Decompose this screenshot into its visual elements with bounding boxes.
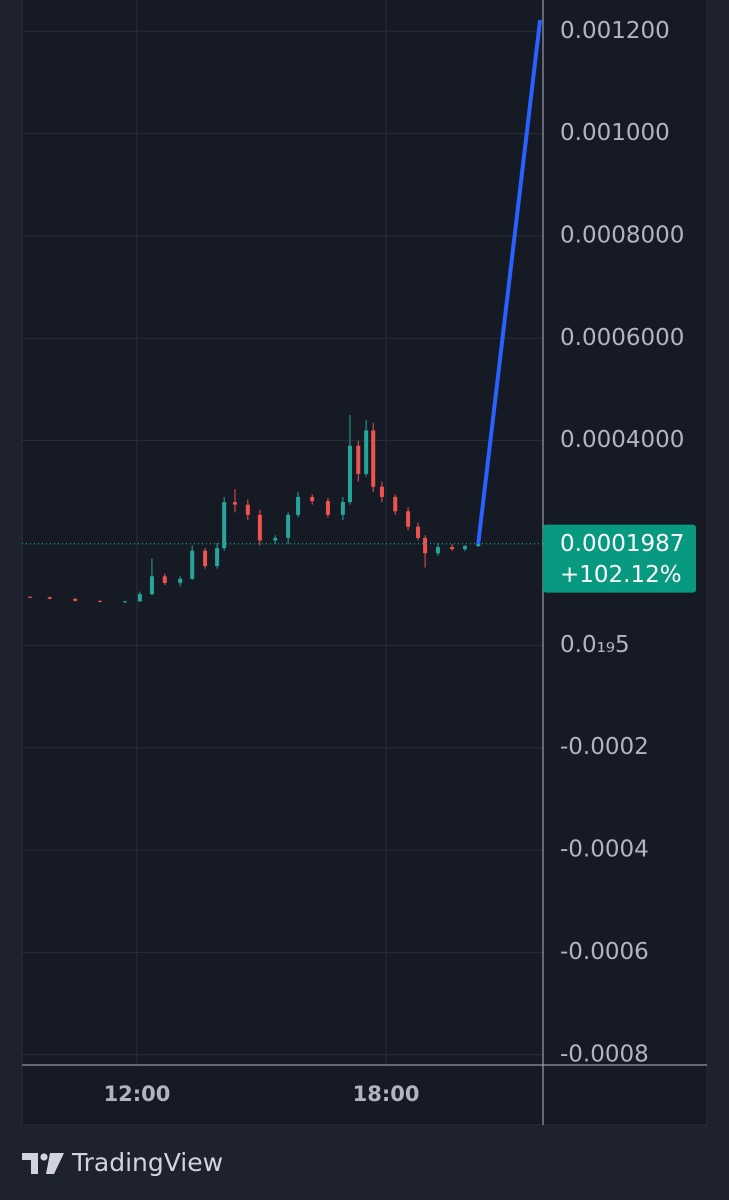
candle-body (27, 596, 32, 598)
candle-body (178, 578, 183, 583)
y-tick-label: 0.0006000 (560, 325, 684, 351)
change-label: +102.12% (560, 562, 682, 588)
candle-body (190, 550, 195, 579)
candle-body (379, 486, 384, 497)
y-tick-label: -0.0006 (560, 939, 649, 965)
y-tick-label: 0.001200 (560, 18, 670, 44)
candle-body (393, 496, 398, 512)
candle-body (406, 511, 411, 527)
candle-body (149, 576, 154, 595)
y-tick-label: 0.0₁₉5 (560, 632, 630, 658)
candle-body (296, 496, 301, 515)
candle-body (232, 502, 237, 505)
x-tick-label: 12:00 (104, 1082, 171, 1106)
brand-name: TradingView (71, 1148, 223, 1177)
logo-mark (22, 1153, 38, 1174)
candle-body (435, 547, 440, 554)
candle-body (416, 526, 421, 538)
candle-body (273, 537, 278, 541)
candle-body (203, 550, 208, 567)
price-label-box (543, 524, 696, 593)
candle-body (286, 514, 291, 538)
candle-body (73, 598, 78, 601)
candle-body (371, 430, 376, 487)
y-tick-label: 0.001000 (560, 120, 670, 146)
candle-body (450, 547, 455, 550)
candle-body (245, 504, 250, 515)
logo-mark (40, 1153, 48, 1161)
candle-body (462, 546, 467, 550)
candle-body (310, 496, 315, 502)
candle-body (423, 537, 428, 554)
candle-body (325, 501, 330, 515)
price-label: 0.0001987 (560, 531, 684, 557)
logo (22, 1153, 64, 1174)
y-tick-label: 0.0008000 (560, 222, 684, 248)
candle-body (162, 576, 167, 583)
y-tick-label: -0.0008 (560, 1041, 649, 1067)
y-tick-label: -0.0002 (560, 734, 649, 760)
y-tick-label: -0.0004 (560, 837, 649, 863)
candle-body (122, 601, 127, 603)
candle-body (476, 543, 481, 547)
trend-line (476, 20, 543, 544)
candle-body (257, 514, 262, 541)
candle-body (222, 502, 227, 549)
candle-body (364, 430, 369, 474)
y-tick-label: 0.0004000 (560, 427, 684, 453)
candle-body (47, 597, 52, 599)
candle-body (137, 594, 142, 602)
candle-body (98, 600, 103, 602)
candle-body (356, 445, 361, 474)
candle-body (347, 445, 352, 503)
logo-mark (46, 1153, 64, 1174)
candle-body (340, 502, 345, 515)
x-tick-label: 18:00 (353, 1082, 420, 1106)
candle-body (215, 548, 220, 567)
